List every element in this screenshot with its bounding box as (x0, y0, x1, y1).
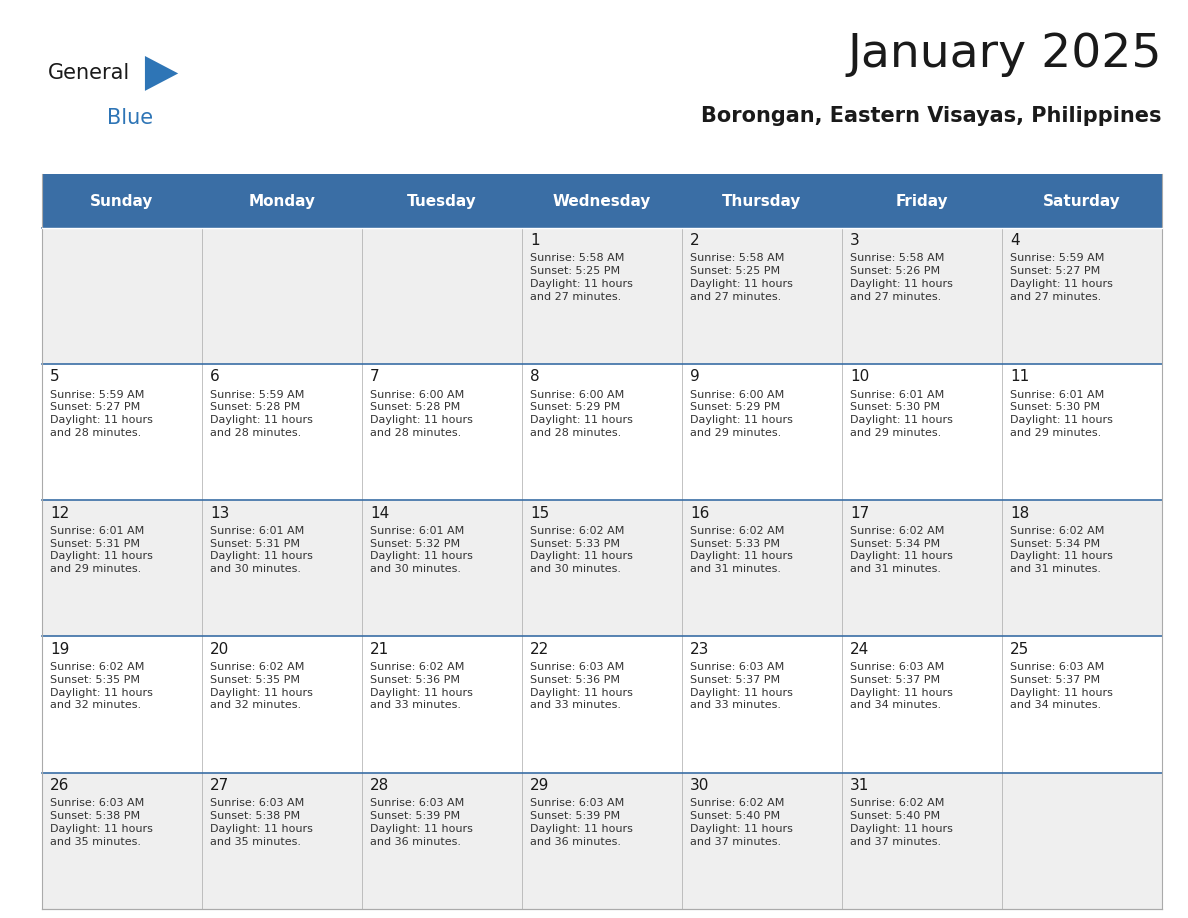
Text: Sunday: Sunday (90, 194, 153, 208)
Text: Sunrise: 5:59 AM
Sunset: 5:27 PM
Daylight: 11 hours
and 28 minutes.: Sunrise: 5:59 AM Sunset: 5:27 PM Dayligh… (50, 389, 153, 438)
Text: Sunrise: 6:01 AM
Sunset: 5:31 PM
Daylight: 11 hours
and 29 minutes.: Sunrise: 6:01 AM Sunset: 5:31 PM Dayligh… (50, 526, 153, 575)
Text: 1: 1 (530, 233, 539, 248)
Text: 16: 16 (690, 506, 709, 521)
Text: 19: 19 (50, 642, 69, 657)
Text: 31: 31 (851, 778, 870, 793)
Text: Blue: Blue (107, 107, 153, 128)
Text: 14: 14 (369, 506, 390, 521)
Text: 6: 6 (210, 369, 220, 385)
Text: Sunrise: 6:01 AM
Sunset: 5:32 PM
Daylight: 11 hours
and 30 minutes.: Sunrise: 6:01 AM Sunset: 5:32 PM Dayligh… (369, 526, 473, 575)
Text: Monday: Monday (248, 194, 315, 208)
Text: 21: 21 (369, 642, 390, 657)
Text: Sunrise: 5:58 AM
Sunset: 5:26 PM
Daylight: 11 hours
and 27 minutes.: Sunrise: 5:58 AM Sunset: 5:26 PM Dayligh… (851, 253, 953, 302)
Text: 26: 26 (50, 778, 69, 793)
Text: Tuesday: Tuesday (406, 194, 476, 208)
Bar (682, 174, 842, 228)
Text: Sunrise: 5:58 AM
Sunset: 5:25 PM
Daylight: 11 hours
and 27 minutes.: Sunrise: 5:58 AM Sunset: 5:25 PM Dayligh… (690, 253, 792, 302)
Text: Sunrise: 6:01 AM
Sunset: 5:30 PM
Daylight: 11 hours
and 29 minutes.: Sunrise: 6:01 AM Sunset: 5:30 PM Dayligh… (851, 389, 953, 438)
Text: January 2025: January 2025 (847, 32, 1162, 77)
Text: Sunrise: 6:03 AM
Sunset: 5:37 PM
Daylight: 11 hours
and 34 minutes.: Sunrise: 6:03 AM Sunset: 5:37 PM Dayligh… (851, 662, 953, 711)
Text: Sunrise: 6:01 AM
Sunset: 5:31 PM
Daylight: 11 hours
and 30 minutes.: Sunrise: 6:01 AM Sunset: 5:31 PM Dayligh… (210, 526, 312, 575)
Text: 27: 27 (210, 778, 229, 793)
Text: Sunrise: 6:00 AM
Sunset: 5:29 PM
Daylight: 11 hours
and 28 minutes.: Sunrise: 6:00 AM Sunset: 5:29 PM Dayligh… (530, 389, 633, 438)
Bar (42, 636, 1162, 773)
Text: Sunrise: 6:00 AM
Sunset: 5:28 PM
Daylight: 11 hours
and 28 minutes.: Sunrise: 6:00 AM Sunset: 5:28 PM Dayligh… (369, 389, 473, 438)
Text: 4: 4 (1010, 233, 1019, 248)
Text: 5: 5 (50, 369, 59, 385)
Text: Borongan, Eastern Visayas, Philippines: Borongan, Eastern Visayas, Philippines (701, 106, 1162, 126)
Text: 24: 24 (851, 642, 870, 657)
Text: General: General (48, 63, 129, 84)
Text: Sunrise: 5:58 AM
Sunset: 5:25 PM
Daylight: 11 hours
and 27 minutes.: Sunrise: 5:58 AM Sunset: 5:25 PM Dayligh… (530, 253, 633, 302)
Bar (842, 174, 1001, 228)
Text: 15: 15 (530, 506, 549, 521)
Text: Sunrise: 6:02 AM
Sunset: 5:40 PM
Daylight: 11 hours
and 37 minutes.: Sunrise: 6:02 AM Sunset: 5:40 PM Dayligh… (851, 799, 953, 846)
Text: 28: 28 (369, 778, 390, 793)
Text: Sunrise: 6:01 AM
Sunset: 5:30 PM
Daylight: 11 hours
and 29 minutes.: Sunrise: 6:01 AM Sunset: 5:30 PM Dayligh… (1010, 389, 1113, 438)
Text: Sunrise: 6:00 AM
Sunset: 5:29 PM
Daylight: 11 hours
and 29 minutes.: Sunrise: 6:00 AM Sunset: 5:29 PM Dayligh… (690, 389, 792, 438)
Text: Sunrise: 6:02 AM
Sunset: 5:34 PM
Daylight: 11 hours
and 31 minutes.: Sunrise: 6:02 AM Sunset: 5:34 PM Dayligh… (851, 526, 953, 575)
Text: 11: 11 (1010, 369, 1029, 385)
Text: 3: 3 (851, 233, 860, 248)
Text: 2: 2 (690, 233, 700, 248)
Text: 22: 22 (530, 642, 549, 657)
Text: Sunrise: 6:02 AM
Sunset: 5:35 PM
Daylight: 11 hours
and 32 minutes.: Sunrise: 6:02 AM Sunset: 5:35 PM Dayligh… (50, 662, 153, 711)
Text: 20: 20 (210, 642, 229, 657)
Text: Sunrise: 6:02 AM
Sunset: 5:33 PM
Daylight: 11 hours
and 31 minutes.: Sunrise: 6:02 AM Sunset: 5:33 PM Dayligh… (690, 526, 792, 575)
Text: 23: 23 (690, 642, 709, 657)
Bar (42, 773, 1162, 909)
Bar (42, 228, 1162, 364)
Text: Friday: Friday (896, 194, 948, 208)
Text: 18: 18 (1010, 506, 1029, 521)
Text: 30: 30 (690, 778, 709, 793)
Text: Sunrise: 6:02 AM
Sunset: 5:34 PM
Daylight: 11 hours
and 31 minutes.: Sunrise: 6:02 AM Sunset: 5:34 PM Dayligh… (1010, 526, 1113, 575)
Bar (202, 174, 361, 228)
Text: Wednesday: Wednesday (552, 194, 651, 208)
Text: Sunrise: 5:59 AM
Sunset: 5:27 PM
Daylight: 11 hours
and 27 minutes.: Sunrise: 5:59 AM Sunset: 5:27 PM Dayligh… (1010, 253, 1113, 302)
Bar (42, 500, 1162, 636)
Text: 10: 10 (851, 369, 870, 385)
Text: Sunrise: 6:02 AM
Sunset: 5:36 PM
Daylight: 11 hours
and 33 minutes.: Sunrise: 6:02 AM Sunset: 5:36 PM Dayligh… (369, 662, 473, 711)
Text: Sunrise: 6:03 AM
Sunset: 5:39 PM
Daylight: 11 hours
and 36 minutes.: Sunrise: 6:03 AM Sunset: 5:39 PM Dayligh… (369, 799, 473, 846)
Text: Sunrise: 6:03 AM
Sunset: 5:38 PM
Daylight: 11 hours
and 35 minutes.: Sunrise: 6:03 AM Sunset: 5:38 PM Dayligh… (50, 799, 153, 846)
Text: 17: 17 (851, 506, 870, 521)
Text: Sunrise: 6:03 AM
Sunset: 5:38 PM
Daylight: 11 hours
and 35 minutes.: Sunrise: 6:03 AM Sunset: 5:38 PM Dayligh… (210, 799, 312, 846)
Text: Sunrise: 5:59 AM
Sunset: 5:28 PM
Daylight: 11 hours
and 28 minutes.: Sunrise: 5:59 AM Sunset: 5:28 PM Dayligh… (210, 389, 312, 438)
Bar (361, 174, 522, 228)
Bar (1001, 174, 1162, 228)
Text: Saturday: Saturday (1043, 194, 1120, 208)
Text: Sunrise: 6:02 AM
Sunset: 5:33 PM
Daylight: 11 hours
and 30 minutes.: Sunrise: 6:02 AM Sunset: 5:33 PM Dayligh… (530, 526, 633, 575)
Polygon shape (145, 56, 178, 91)
Bar (42, 364, 1162, 500)
Bar (522, 174, 682, 228)
Text: 12: 12 (50, 506, 69, 521)
Text: 13: 13 (210, 506, 229, 521)
Text: Sunrise: 6:03 AM
Sunset: 5:39 PM
Daylight: 11 hours
and 36 minutes.: Sunrise: 6:03 AM Sunset: 5:39 PM Dayligh… (530, 799, 633, 846)
Bar (42, 174, 202, 228)
Text: Sunrise: 6:02 AM
Sunset: 5:40 PM
Daylight: 11 hours
and 37 minutes.: Sunrise: 6:02 AM Sunset: 5:40 PM Dayligh… (690, 799, 792, 846)
Text: Sunrise: 6:03 AM
Sunset: 5:37 PM
Daylight: 11 hours
and 34 minutes.: Sunrise: 6:03 AM Sunset: 5:37 PM Dayligh… (1010, 662, 1113, 711)
Text: 25: 25 (1010, 642, 1029, 657)
Text: Thursday: Thursday (722, 194, 802, 208)
Text: 8: 8 (530, 369, 539, 385)
Text: Sunrise: 6:03 AM
Sunset: 5:37 PM
Daylight: 11 hours
and 33 minutes.: Sunrise: 6:03 AM Sunset: 5:37 PM Dayligh… (690, 662, 792, 711)
Text: Sunrise: 6:02 AM
Sunset: 5:35 PM
Daylight: 11 hours
and 32 minutes.: Sunrise: 6:02 AM Sunset: 5:35 PM Dayligh… (210, 662, 312, 711)
Text: 7: 7 (369, 369, 380, 385)
Text: 9: 9 (690, 369, 700, 385)
Text: Sunrise: 6:03 AM
Sunset: 5:36 PM
Daylight: 11 hours
and 33 minutes.: Sunrise: 6:03 AM Sunset: 5:36 PM Dayligh… (530, 662, 633, 711)
Text: 29: 29 (530, 778, 549, 793)
